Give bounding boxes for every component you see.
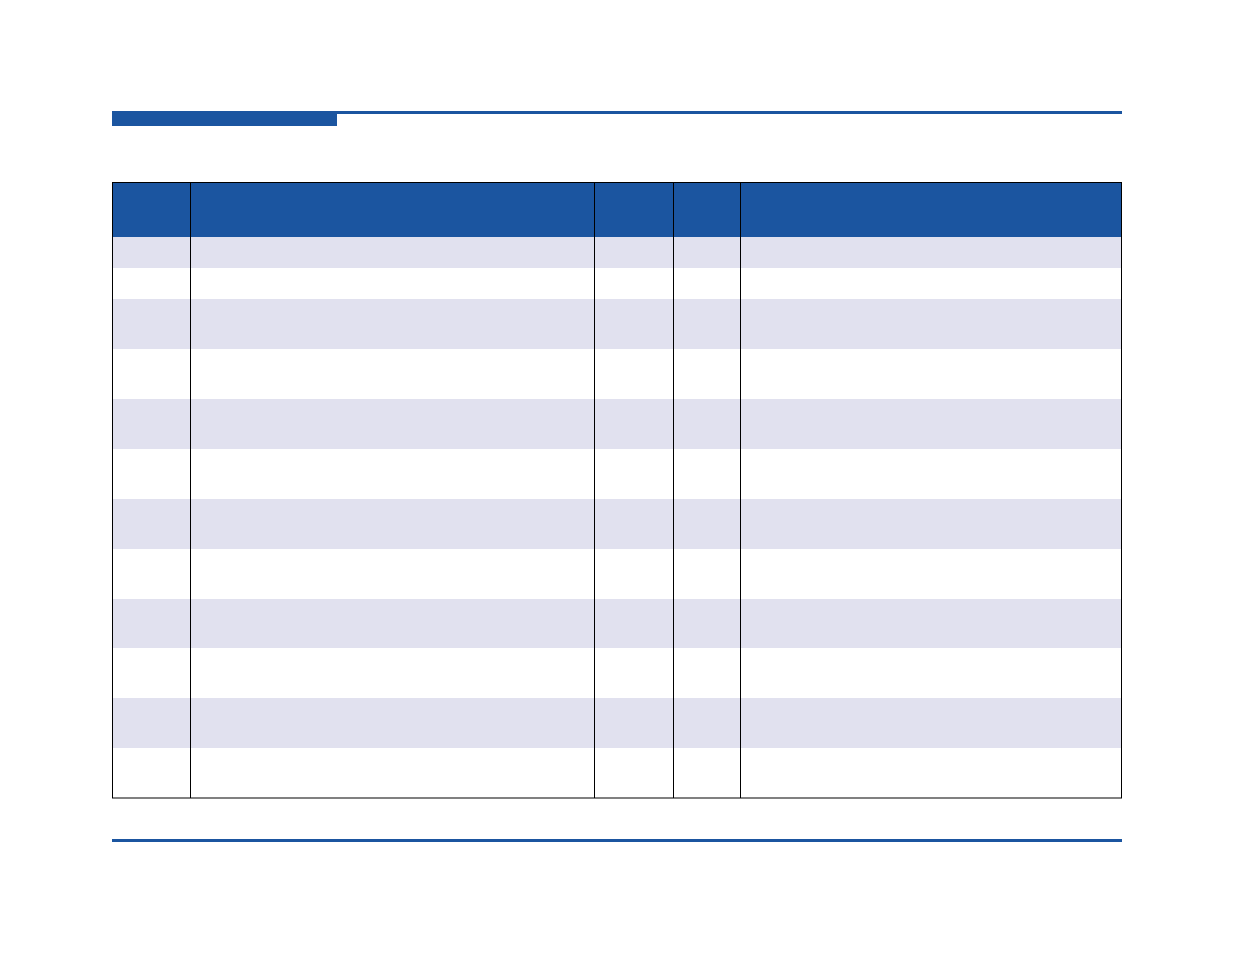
top-rule: [112, 111, 1122, 114]
bottom-rule: [112, 839, 1122, 842]
row-shade: [112, 499, 1122, 549]
table-header: [112, 182, 1122, 237]
row-shade: [112, 399, 1122, 449]
row-shade: [112, 698, 1122, 748]
title-banner: [112, 111, 337, 126]
table-border: [112, 182, 1122, 799]
row-shade: [112, 599, 1122, 648]
shaded-rows: [112, 237, 1122, 748]
row-shade: [112, 237, 1122, 268]
row-shade: [112, 299, 1122, 349]
column-dividers: [190, 182, 741, 798]
